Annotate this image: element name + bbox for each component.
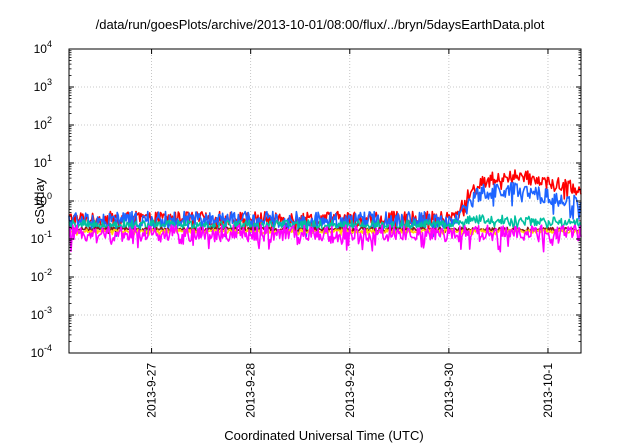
y-tick-label: 10-2	[31, 267, 52, 284]
grid-lines	[69, 49, 581, 353]
y-tick-base: 10	[31, 232, 45, 246]
y-tick-exponent: 4	[47, 39, 52, 49]
y-tick-base: 10	[31, 308, 45, 322]
y-tick-label: 10-4	[31, 343, 52, 360]
series-line	[68, 224, 582, 253]
y-tick-base: 10	[34, 194, 48, 208]
y-tick-exponent: -3	[44, 305, 52, 315]
y-tick-base: 10	[34, 42, 48, 56]
y-tick-label: 100	[34, 191, 52, 208]
y-tick-base: 10	[34, 118, 48, 132]
y-tick-label: 10-1	[31, 229, 52, 246]
y-tick-exponent: -4	[44, 343, 52, 353]
y-tick-exponent: 0	[47, 191, 52, 201]
y-tick-exponent: -2	[44, 267, 52, 277]
y-axis-label: cSv/day	[32, 177, 47, 224]
x-tick-label: 2013-9-27	[145, 363, 159, 418]
series-line	[68, 214, 582, 235]
x-tick-labels: 2013-9-27 2013-9-28 2013-9-29 2013-9-30 2013…	[145, 363, 555, 418]
y-tick-base: 10	[34, 80, 48, 94]
chart-title: /data/run/goesPlots/archive/2013-10-01/0…	[95, 17, 545, 32]
y-tick-label: 101	[34, 153, 52, 170]
x-tick-label: 2013-9-28	[244, 363, 258, 418]
series-layer	[68, 169, 582, 253]
axis-ticks	[69, 48, 581, 354]
y-tick-label: 10-3	[31, 305, 52, 322]
y-tick-base: 10	[31, 270, 45, 284]
y-tick-exponent: 3	[47, 77, 52, 87]
y-tick-exponent: 1	[47, 153, 52, 163]
x-axis-label: Coordinated Universal Time (UTC)	[224, 428, 424, 443]
y-tick-exponent: -1	[44, 229, 52, 239]
y-tick-label: 103	[34, 77, 52, 94]
y-tick-exponent: 2	[47, 115, 52, 125]
y-tick-base: 10	[31, 346, 45, 360]
y-tick-label: 104	[34, 39, 52, 56]
y-tick-base: 10	[34, 156, 48, 170]
x-tick-label: 2013-9-29	[343, 363, 357, 418]
x-tick-label: 2013-10-1	[541, 363, 555, 418]
x-tick-label: 2013-9-30	[442, 363, 456, 418]
y-tick-label: 102	[34, 115, 52, 132]
